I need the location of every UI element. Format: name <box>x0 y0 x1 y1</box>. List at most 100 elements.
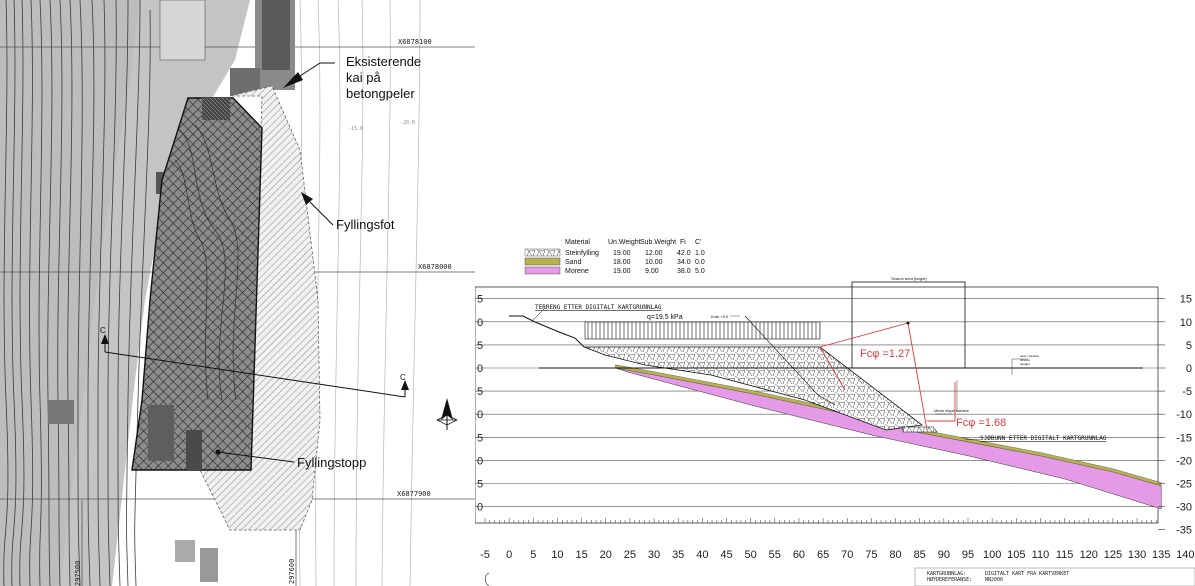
terrain-label: TERRENG ETTER DIGITALT KARTGRUNNLAG <box>535 304 662 311</box>
legend-subw-morene: 9.00 <box>645 268 659 275</box>
y-tick-label-left: 0 <box>477 409 483 421</box>
x-tick-label: 100 <box>983 549 1001 561</box>
legend-subw-steinfylling: 12.00 <box>645 250 663 257</box>
x-tick-label: 85 <box>914 549 926 561</box>
section-frame <box>475 286 1159 524</box>
label-fyllingstopp: Fyllingstopp <box>297 455 366 470</box>
map-coord-mid: X6878000 <box>418 263 452 271</box>
map-coord-left-vertical: 297500 <box>74 561 82 586</box>
load-label: q=19.5 kPa <box>647 314 683 321</box>
small-note: tekst i tabellen tilsvarer detaljer <box>1020 354 1040 366</box>
x-tick-label: 135 <box>1152 549 1170 561</box>
x-tick-label: 50 <box>745 549 757 561</box>
seabed-label: SJØBUNN ETTER DIGITALT KARTGRUNNLAG <box>980 435 1107 442</box>
north-arrow-icon <box>436 398 458 430</box>
contour-label-2: -20.0 <box>400 120 415 126</box>
x-tick-label: 120 <box>1080 549 1098 561</box>
map-coord-bottom: X6877900 <box>397 490 431 498</box>
legend-unw-sand: 18.00 <box>613 259 631 266</box>
kote-label: Kote +3.0 <box>711 314 729 319</box>
small-note-line-2: tilsvarer <box>1020 358 1031 362</box>
section-marker-left: C <box>100 326 106 335</box>
stability-cross-section: Material Un.Weight Sub.Weight Fi C' Stei… <box>475 239 1195 586</box>
label-kai-line-1: Eksisterende <box>346 54 421 69</box>
legend-swatch-steinfylling <box>524 248 561 257</box>
x-tick-label: 90 <box>938 549 950 561</box>
x-tick-label: 125 <box>1104 549 1122 561</box>
y-axis-labels-left: 5 0 5 0 5 0 5 0 5 0 <box>477 294 483 514</box>
legend-c-steinfylling: 1.0 <box>695 250 705 257</box>
x-tick-label: 5 <box>530 549 536 561</box>
x-tick-label: 130 <box>1128 549 1146 561</box>
y-tick-label: 5 <box>1186 340 1192 352</box>
x-tick-label: 65 <box>817 549 829 561</box>
y-tick-label-left: 0 <box>477 502 483 514</box>
surface-load <box>584 321 821 340</box>
x-axis-labels: -5 0 5 10 15 20 25 30 35 40 45 50 55 60 65 70 75 80 85 90 95… <box>480 549 1194 561</box>
legend-subw-sand: 10.00 <box>645 259 663 266</box>
title-block-row1-key: KARTGRUNNLAG: <box>927 571 966 577</box>
x-tick-label: 115 <box>1056 549 1074 561</box>
y-tick-label: -35 <box>1176 525 1192 537</box>
y-tick-label: -30 <box>1176 502 1192 514</box>
x-tick-label: 0 <box>506 549 512 561</box>
x-tick-label: 55 <box>769 549 781 561</box>
y-tick-label-left: 5 <box>477 340 483 352</box>
contour-label-1: -15.0 <box>348 126 363 132</box>
legend-header-subweight: Sub.Weight <box>640 239 676 246</box>
title-block: KARTGRUNNLAG: DIGITALT KART FRA KARTVERK… <box>914 567 1195 586</box>
x-tick-label: 110 <box>1032 549 1050 561</box>
legend-c-sand: 0.0 <box>695 259 705 266</box>
y-tick-label: -10 <box>1176 409 1192 421</box>
y-tick-label: -15 <box>1176 432 1192 444</box>
map-coord-top: X6878100 <box>398 38 432 46</box>
y-tick-label: 15 <box>1180 294 1192 306</box>
y-tick-label-left: 5 <box>477 479 483 491</box>
y-tick-label-left: 0 <box>477 455 483 467</box>
section-marker-right: C <box>400 373 406 382</box>
map-coord-bottom-vertical: 297600 <box>288 559 296 584</box>
legend-unw-morene: 19.00 <box>613 268 631 275</box>
x-tick-label: 10 <box>551 549 563 561</box>
legend-header-c: C' <box>695 239 701 246</box>
legend-header-fi: Fi <box>680 239 686 246</box>
bottom-ruler <box>484 518 1157 523</box>
legend-name-steinfylling: Steinfylling <box>565 250 599 257</box>
fc1-label: Fcφ =1.27 <box>860 348 910 360</box>
y-tick-label-left: 0 <box>477 317 483 329</box>
y-tick-label: -5 <box>1182 386 1192 398</box>
x-tick-label: 45 <box>720 549 732 561</box>
material-legend: Material Un.Weight Sub.Weight Fi C' Stei… <box>524 239 705 275</box>
x-tick-label: 105 <box>1007 549 1025 561</box>
legend-name-sand: Sand <box>565 259 581 266</box>
x-tick-label: 35 <box>672 549 684 561</box>
y-tick-label-left: 0 <box>477 363 483 375</box>
legend-header-material: Material <box>565 239 590 246</box>
label-kai-line-3: betongpeler <box>346 86 415 101</box>
y-tick-label-left: 5 <box>477 294 483 306</box>
legend-swatch-morene <box>524 266 561 275</box>
title-block-row1-val: DIGITALT KART FRA KARTVERKET <box>985 571 1069 577</box>
x-tick-label: 15 <box>575 549 587 561</box>
y-tick-label: 0 <box>1186 363 1192 375</box>
min-slip-label: Mean slope surface <box>934 408 970 413</box>
terrain-line <box>509 315 585 348</box>
corner-bracket <box>484 572 490 586</box>
y-tick-label: -20 <box>1176 455 1192 467</box>
legend-header-unweight: Un.Weight <box>608 239 641 246</box>
y-tick-label: 10 <box>1180 317 1192 329</box>
legend-name-morene: Morene <box>565 268 589 275</box>
legend-fi-sand: 34.0 <box>677 259 691 266</box>
label-kai-line-2: kai på <box>346 70 381 85</box>
y-tick-label: -25 <box>1176 479 1192 491</box>
search-area-label: Search area (target) <box>891 276 927 281</box>
title-block-row2-key: HØYDEREFERANSE: <box>927 576 972 583</box>
x-tick-label: -5 <box>480 549 490 561</box>
small-note-line-1: tekst i tabellen <box>1020 354 1040 358</box>
site-plan-map: C C X6878100 X6878000 X6877900 297500 29… <box>0 0 475 586</box>
label-kai: Eksisterende kai på betongpeler <box>346 54 425 101</box>
x-tick-label: 40 <box>696 549 708 561</box>
x-tick-label: 20 <box>600 549 612 561</box>
small-note-line-3: detaljer <box>1020 362 1030 366</box>
